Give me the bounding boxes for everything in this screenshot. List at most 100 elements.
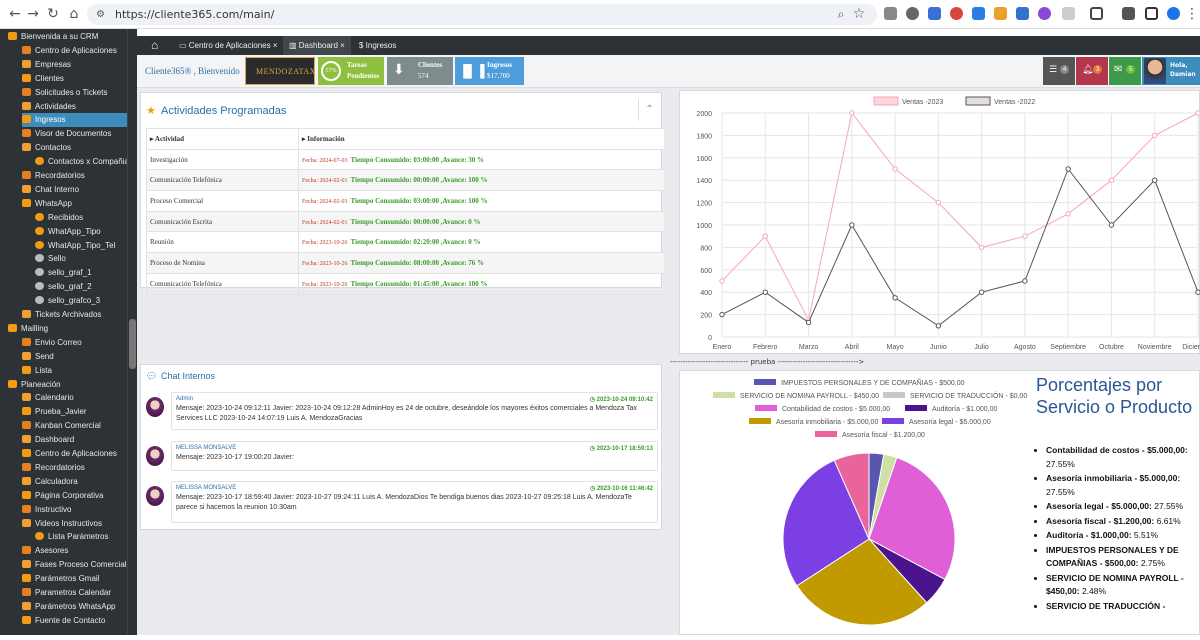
sidebar-item[interactable]: Actividades bbox=[22, 100, 127, 114]
sidebar-item[interactable]: Mailling bbox=[8, 322, 127, 336]
profile-avatar-icon[interactable] bbox=[1167, 7, 1180, 20]
sidebar-item[interactable]: Bienvenida a su CRM bbox=[8, 30, 127, 44]
extension-icon[interactable] bbox=[950, 7, 963, 20]
extension-icon[interactable] bbox=[1062, 7, 1075, 20]
sidebar-item[interactable]: Lista bbox=[22, 364, 127, 378]
percentage-value: $1.200,00: bbox=[1113, 515, 1155, 526]
table-header-row: ▸ Actividad ▸ Información bbox=[146, 128, 668, 150]
table-row[interactable]: Comunicación Telefónica Fecha: 2023-10-26… bbox=[146, 272, 668, 295]
sidebar-item[interactable]: Fuente de Contacto bbox=[22, 614, 127, 628]
table-row[interactable]: Proceso de Nomina Fecha: 2023-10-26 Tiempo… bbox=[146, 252, 668, 274]
collapse-chevron-icon[interactable]: ⌃ bbox=[638, 99, 660, 121]
sidebar-item[interactable]: Recordatorios bbox=[22, 461, 127, 475]
sidebar-item[interactable]: Asesores bbox=[22, 544, 127, 558]
sidebar-item[interactable]: Página Corporativa bbox=[22, 489, 127, 503]
sidebar-item[interactable]: WhatApp_Tipo_Tel bbox=[35, 239, 127, 253]
sidebar-item[interactable]: WhatApp_Tipo bbox=[35, 225, 127, 239]
browser-menu-icon[interactable]: ⋮ bbox=[1185, 6, 1199, 22]
tasks-badge-button[interactable]: ☰ 4 bbox=[1043, 57, 1075, 85]
extensions-puzzle-icon[interactable] bbox=[1090, 7, 1103, 20]
sidebar-item[interactable]: Planeación bbox=[8, 378, 127, 392]
url-bar[interactable]: ⚙ https://cliente365.com/main/ bbox=[87, 4, 877, 25]
user-menu[interactable]: Hola, Damian bbox=[1142, 57, 1200, 85]
table-row[interactable]: Reunión Fecha: 2023-10-26 Tiempo Consumido… bbox=[146, 231, 668, 254]
sidebar-item[interactable]: sello_grafco_3 bbox=[35, 294, 127, 308]
sidebar-item[interactable]: Parámetros Gmail bbox=[22, 572, 127, 586]
tareas-tile[interactable]: 57% Tareas Pendientes bbox=[318, 57, 384, 85]
sidebar-item[interactable]: Contactos bbox=[22, 141, 127, 155]
extension-icon[interactable] bbox=[1016, 7, 1029, 20]
sidebar-item[interactable]: Parámetros WhatsApp bbox=[22, 600, 127, 614]
sidebar-item[interactable]: Dashboard bbox=[22, 433, 127, 447]
sidebar-item[interactable]: Fases Proceso Comercial bbox=[22, 558, 127, 572]
sidebar-item[interactable]: Videos Instructivos bbox=[22, 517, 127, 531]
sidebar-item[interactable]: WhatsApp bbox=[22, 197, 127, 211]
extension-icon[interactable] bbox=[972, 7, 985, 20]
home-tab-icon[interactable]: ⌂ bbox=[151, 38, 159, 52]
sidebar-item[interactable]: Sello bbox=[35, 252, 127, 266]
sidebar-scrollbar[interactable] bbox=[127, 29, 137, 635]
bookmark-star-icon[interactable]: ☆ bbox=[852, 6, 866, 22]
extension-icon[interactable] bbox=[884, 7, 897, 20]
sidebar-item[interactable]: Calendario bbox=[22, 391, 127, 405]
sidebar-item[interactable]: Lista Parámetros bbox=[35, 530, 127, 544]
home-icon[interactable]: ⌂ bbox=[69, 6, 79, 22]
sidebar-item[interactable]: Clientes bbox=[22, 72, 127, 86]
sidepanel-icon[interactable] bbox=[1145, 7, 1158, 20]
sidebar-item[interactable]: Send bbox=[22, 350, 127, 364]
sidebar-item[interactable]: Instructivo bbox=[22, 503, 127, 517]
messages-badge-button[interactable]: ✉ 5 bbox=[1109, 57, 1141, 85]
sidebar-item[interactable]: Calculadora bbox=[22, 475, 127, 489]
media-icon[interactable] bbox=[1122, 7, 1135, 20]
extension-icon[interactable] bbox=[1038, 7, 1051, 20]
tab-ingresos[interactable]: $ Ingresos bbox=[359, 41, 397, 50]
sidebar-item[interactable]: Centro de Aplicaciones bbox=[22, 44, 127, 58]
alerts-badge-button[interactable]: 🔔︎ 3 bbox=[1076, 57, 1108, 85]
extension-icon[interactable] bbox=[906, 7, 919, 20]
sidebar-item-label: Página Corporativa bbox=[35, 490, 104, 500]
percentage-item: Auditoría - $1.000,00: 5.51% bbox=[1046, 529, 1198, 543]
sidebar-item[interactable]: Chat Interno bbox=[22, 183, 127, 197]
sidebar-item[interactable]: Visor de Documentos bbox=[22, 127, 127, 141]
sidebar-item[interactable]: Tickets Archivados bbox=[22, 308, 127, 322]
clientes-tile[interactable]: ⬇ Clientes 574 bbox=[387, 57, 453, 85]
sidebar-item[interactable]: sello_graf_1 bbox=[35, 266, 127, 280]
extension-icon[interactable] bbox=[928, 7, 941, 20]
sidebar-item[interactable]: Envio Correo bbox=[22, 336, 127, 350]
extension-icon[interactable] bbox=[994, 7, 1007, 20]
activity-cell: Proceso Comercial bbox=[146, 190, 299, 212]
sidebar-item[interactable]: Kanban Comercial bbox=[22, 419, 127, 433]
sidebar-item[interactable]: Prueba_Javier bbox=[22, 405, 127, 419]
tab-dashboard[interactable]: ▥ Dashboard × bbox=[283, 36, 351, 55]
sidebar-item[interactable]: Contactos x Compañia bbox=[35, 155, 129, 169]
table-row[interactable]: Investigación Fecha: 2024-07-03 Tiempo Con… bbox=[146, 148, 668, 171]
chat-message: MELISSA MONSALVE ◷ 2023-10-16 11:46:42 Men… bbox=[146, 481, 658, 525]
table-row[interactable]: Comunicación Escrita Fecha: 2024-02-01 Tie… bbox=[146, 210, 668, 233]
activity-date: Fecha: 2024-02-01 bbox=[302, 178, 348, 185]
forward-icon[interactable]: → bbox=[27, 6, 39, 22]
sidebar-item[interactable]: Recordatorios bbox=[22, 169, 127, 183]
sidebar-item[interactable]: Centro de Aplicaciones bbox=[22, 447, 127, 461]
back-icon[interactable]: ← bbox=[9, 6, 21, 22]
sidebar-scrollbar-thumb[interactable] bbox=[129, 319, 136, 369]
data-point bbox=[892, 295, 898, 301]
sidebar-item[interactable]: sello_graf_2 bbox=[35, 280, 127, 294]
table-row[interactable]: Comunicación Telefónica Fecha: 2024-02-01… bbox=[146, 169, 668, 192]
sidebar-item-icon bbox=[35, 254, 44, 263]
tab-centro-aplicaciones[interactable]: ▭ Centro de Aplicaciones × bbox=[179, 41, 278, 50]
chat-bubble: MELISSA MONSALVE ◷ 2023-10-17 18:59:13 Men… bbox=[171, 441, 658, 471]
sidebar-item[interactable]: Recibidos bbox=[35, 211, 127, 225]
sidebar-item[interactable]: Ingresos bbox=[22, 113, 127, 128]
zoom-icon[interactable]: ⌕ bbox=[837, 7, 845, 21]
reload-icon[interactable]: ↻ bbox=[47, 6, 59, 22]
avatar bbox=[146, 446, 164, 466]
sidebar-item-icon bbox=[22, 115, 31, 124]
ingresos-tile[interactable]: ▐▌▐ Ingresos $17,700 bbox=[455, 57, 524, 85]
sidebar-item[interactable]: Parametros Calendar bbox=[22, 586, 127, 600]
site-info-icon[interactable]: ⚙ bbox=[96, 9, 105, 20]
sidebar-item[interactable]: Solicitudes o Tickets bbox=[22, 86, 127, 100]
legend-swatch bbox=[965, 96, 991, 106]
tareas-label-2: Pendientes bbox=[347, 72, 380, 80]
sidebar-item[interactable]: Empresas bbox=[22, 58, 127, 72]
table-row[interactable]: Proceso Comercial Fecha: 2024-02-03 Tiempo… bbox=[146, 190, 668, 212]
